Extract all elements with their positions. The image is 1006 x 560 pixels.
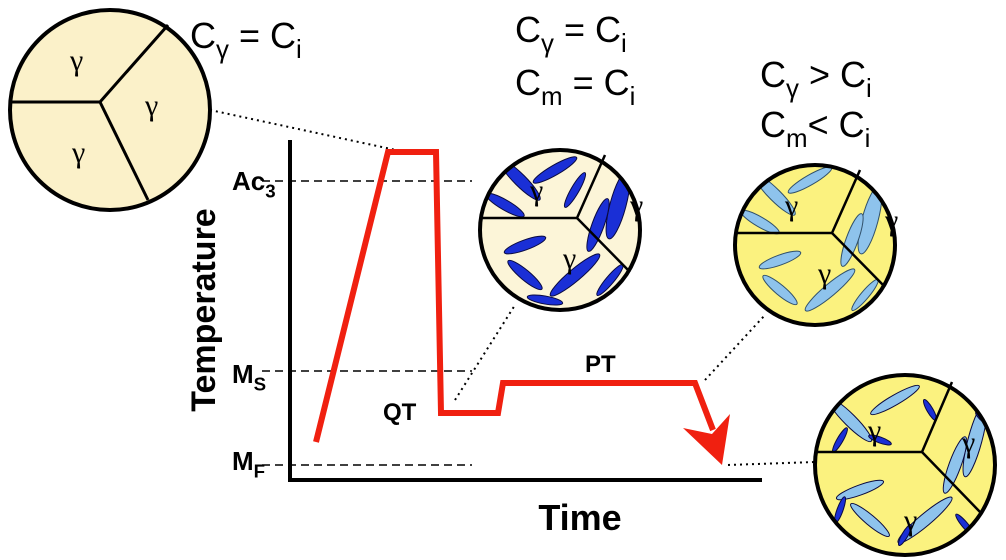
- equation: Cγ = Ci: [515, 9, 627, 58]
- grain-label: γ: [884, 204, 898, 237]
- level-label: MF: [232, 446, 265, 481]
- text-part: = C: [229, 15, 296, 56]
- text-part: C: [760, 54, 786, 95]
- text-part: = C: [563, 62, 630, 103]
- equation: Cγ = Ci: [190, 15, 302, 64]
- subscript: i: [621, 30, 627, 58]
- grain-label: γ: [961, 426, 975, 459]
- text-part: M: [232, 446, 254, 476]
- text-part: < C: [808, 104, 865, 145]
- subscript: S: [254, 373, 266, 394]
- subscript: 3: [265, 180, 275, 201]
- grain-label: γ: [69, 44, 83, 77]
- grain-label: γ: [562, 242, 576, 275]
- text-part: Ac: [232, 166, 265, 196]
- grain-label: γ: [784, 189, 798, 222]
- subscript: i: [865, 125, 871, 153]
- text-part: = C: [554, 9, 621, 50]
- equation: Cm = Ci: [515, 62, 635, 111]
- subscript: i: [630, 83, 636, 111]
- grain-label: γ: [71, 136, 85, 169]
- level-label: MS: [232, 359, 266, 394]
- grain-label: γ: [629, 189, 643, 222]
- text-part: C: [515, 9, 541, 50]
- grain-label: γ: [529, 174, 543, 207]
- grain-label: γ: [144, 89, 158, 122]
- grain-label: γ: [867, 414, 881, 447]
- equation: Cm< Ci: [760, 104, 870, 153]
- connector: [210, 110, 405, 152]
- equation: Cγ > Ci: [760, 54, 872, 103]
- subscript: γ: [541, 30, 554, 58]
- arrow-head: [683, 414, 730, 465]
- grain-label: γ: [817, 257, 831, 290]
- subscript: i: [296, 36, 302, 64]
- microstructure-3: [735, 163, 895, 325]
- quench-label: QT: [383, 399, 417, 426]
- subscript: γ: [786, 75, 799, 103]
- text-part: > C: [799, 54, 866, 95]
- diagram: Temperature Time QT PT Ac3MSMF Cγ = CiCγ…: [0, 0, 1006, 560]
- level-label: Ac3: [232, 166, 276, 201]
- text-part: M: [232, 359, 254, 389]
- subscript: m: [786, 125, 808, 153]
- microstructure-1: [10, 10, 210, 210]
- connector: [728, 462, 815, 465]
- text-part: C: [190, 15, 216, 56]
- partition-label: PT: [585, 351, 616, 378]
- microstructure-2: [480, 150, 640, 310]
- text-part: C: [760, 104, 786, 145]
- connector: [705, 315, 765, 380]
- text-part: C: [515, 62, 541, 103]
- subscript: F: [254, 460, 265, 481]
- grain-label: γ: [903, 504, 917, 537]
- x-axis-label: Time: [538, 497, 621, 538]
- subscript: m: [541, 83, 563, 111]
- subscript: γ: [216, 36, 229, 64]
- subscript: i: [866, 75, 872, 103]
- y-axis-label: Temperature: [185, 208, 223, 411]
